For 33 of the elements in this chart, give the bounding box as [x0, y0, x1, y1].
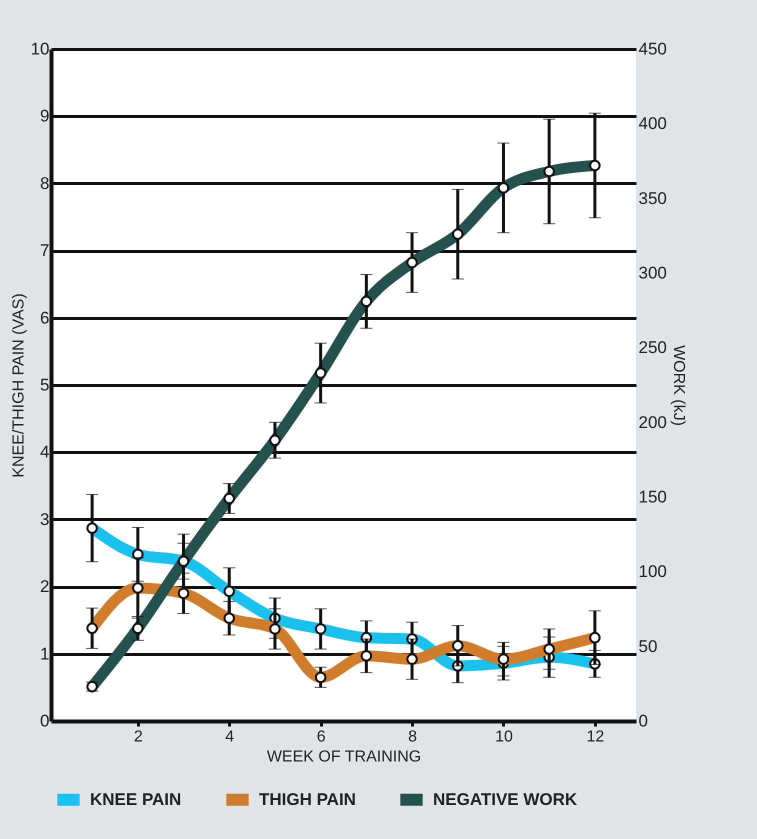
- legend-label: KNEE PAIN: [90, 790, 182, 809]
- legend-label: NEGATIVE WORK: [433, 790, 578, 809]
- y2-tick-label: 50: [638, 636, 658, 656]
- x-tick-label: 12: [586, 728, 604, 746]
- y-tick-label: 6: [40, 308, 50, 328]
- y-axis-title: KNEE/THIGH PAIN (VAS): [10, 293, 28, 478]
- y2-tick-label: 150: [638, 488, 667, 506]
- y2-axis-title: WORK (kJ): [670, 345, 687, 426]
- x-axis-title: WEEK OF TRAINING: [266, 748, 422, 766]
- y-tick-label: 2: [40, 577, 50, 596]
- y-tick-label: 3: [40, 510, 50, 529]
- y-tick-label: 1: [40, 644, 50, 664]
- y-tick-label: 4: [40, 442, 50, 462]
- legend-label: THIGH PAIN: [259, 790, 356, 809]
- y2-tick-label: 400: [638, 114, 667, 134]
- x-tick-label: 8: [408, 728, 418, 746]
- y2-tick-label: 200: [638, 412, 667, 432]
- y2-tick-label: 100: [638, 562, 667, 582]
- x-tick-label: 2: [134, 728, 143, 746]
- y-tick-label: 9: [40, 106, 50, 126]
- y2-tick-label: 300: [638, 264, 667, 282]
- y2-tick-label: 250: [638, 338, 667, 358]
- x-tick-label: 10: [495, 728, 513, 746]
- x-tick-label: 4: [225, 728, 234, 746]
- y-tick-label: 10: [30, 40, 50, 58]
- y-tick-label: 8: [40, 174, 50, 193]
- y-tick-label: 5: [40, 376, 50, 394]
- y2-tick-label: 0: [638, 712, 648, 730]
- y2-tick-label: 350: [638, 188, 667, 208]
- y-tick-label: 7: [40, 241, 50, 260]
- y2-tick-label: 450: [638, 40, 667, 58]
- y-tick-label: 0: [40, 712, 50, 730]
- x-tick-label: 6: [316, 728, 326, 746]
